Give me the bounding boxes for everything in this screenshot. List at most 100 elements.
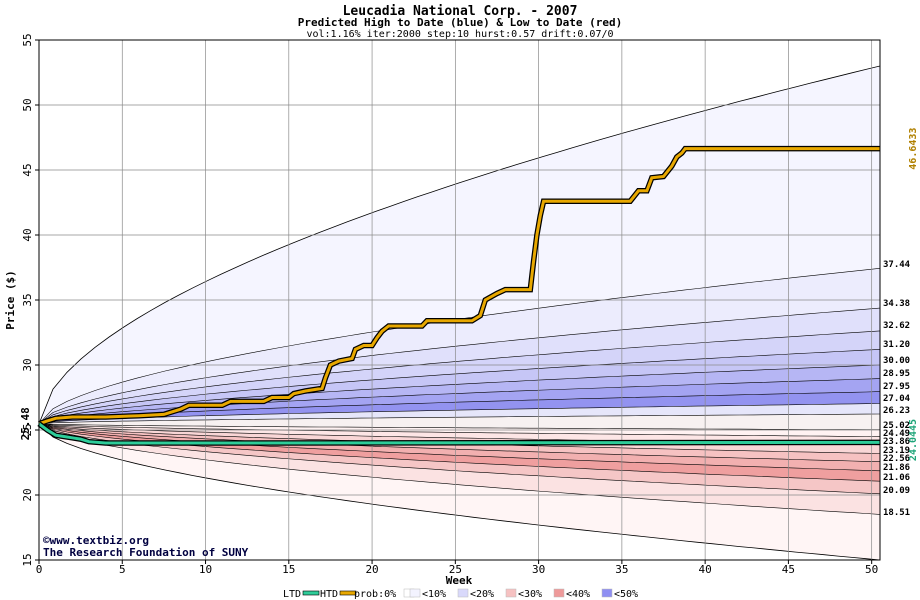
band-end-label: 18.51 bbox=[883, 508, 910, 518]
chart-subtitle: Predicted High to Date (blue) & Low to D… bbox=[298, 16, 623, 29]
band-boundary-1 bbox=[39, 65, 880, 424]
legend-label: LTD bbox=[283, 589, 301, 600]
low-band-4 bbox=[39, 423, 880, 462]
band-end-label: 34.38 bbox=[883, 299, 910, 309]
legend-label: <50% bbox=[614, 589, 638, 600]
y-tick-label: 30 bbox=[21, 358, 34, 371]
legend-item-p20: <20% bbox=[457, 588, 494, 600]
band-end-label: 26.23 bbox=[883, 406, 910, 416]
band-boundary-9 bbox=[39, 403, 880, 425]
band-boundary-20 bbox=[39, 423, 880, 560]
low-band-7 bbox=[39, 423, 880, 494]
band-boundary-12 bbox=[39, 423, 880, 437]
band-end-label: 27.95 bbox=[883, 382, 910, 392]
band-boundary-15 bbox=[39, 423, 880, 462]
legend: LTD HTD prob:0% <10% <20% <30% <40% <50% bbox=[283, 588, 638, 600]
y-tick-label: 40 bbox=[21, 228, 34, 241]
low-band-2 bbox=[39, 423, 880, 445]
band-boundary-3 bbox=[39, 307, 880, 425]
x-tick-label: 50 bbox=[865, 563, 878, 576]
band-end-label: 21.06 bbox=[883, 473, 910, 483]
ltd-final-label: 24.0445 bbox=[908, 419, 919, 461]
legend-item-p40: <40% bbox=[553, 588, 590, 600]
legend-swatch bbox=[302, 590, 320, 596]
high-band-5 bbox=[39, 349, 880, 424]
start-price-label: 25.48 bbox=[19, 407, 32, 440]
legend-label: HTD bbox=[320, 589, 338, 600]
band-end-label: 30.00 bbox=[883, 356, 910, 366]
high-band-2 bbox=[39, 268, 880, 424]
legend-swatch bbox=[339, 590, 357, 596]
high-band-1 bbox=[39, 66, 880, 424]
legend-swatch bbox=[553, 588, 565, 598]
band-end-label: 31.20 bbox=[883, 340, 910, 350]
credit-organization: The Research Foundation of SUNY bbox=[43, 546, 249, 559]
band-boundary-10 bbox=[39, 413, 880, 425]
band-boundary-11 bbox=[39, 423, 880, 430]
y-tick-label: 50 bbox=[21, 98, 34, 111]
legend-label: <40% bbox=[566, 589, 590, 600]
band-end-label: 32.62 bbox=[883, 321, 910, 331]
band-end-label: 20.09 bbox=[883, 486, 910, 496]
band-end-label: 24.49 bbox=[883, 429, 910, 439]
band-boundary-19 bbox=[39, 423, 880, 515]
legend-label: <30% bbox=[518, 589, 542, 600]
band-end-label: 22.56 bbox=[883, 454, 910, 464]
y-tick-label: 45 bbox=[21, 163, 34, 176]
plot-area: 0 5 10 15 20 25 30 35 40 45 50 15 20 25 30 35 40 45 50 55 25… bbox=[19, 33, 919, 576]
x-tick-label: 20 bbox=[365, 563, 378, 576]
legend-label: prob:0% bbox=[354, 589, 396, 600]
low-band-6 bbox=[39, 423, 880, 482]
x-tick-label: 45 bbox=[782, 563, 795, 576]
band-boundary-4 bbox=[39, 330, 880, 425]
legend-item-p50: <50% bbox=[601, 588, 638, 600]
band-end-label: 27.04 bbox=[883, 394, 911, 404]
legend-item-p30: <30% bbox=[505, 588, 542, 600]
y-tick-label: 55 bbox=[21, 33, 34, 46]
series-htd bbox=[38, 145, 880, 427]
legend-item-p10: <10% bbox=[409, 588, 446, 600]
band-end-label: 23.19 bbox=[883, 446, 910, 456]
legend-item-ltd: LTD bbox=[283, 589, 320, 600]
low-band-3 bbox=[39, 423, 880, 454]
x-tick-label: 35 bbox=[615, 563, 628, 576]
x-tick-label: 30 bbox=[532, 563, 545, 576]
high-band-4 bbox=[39, 330, 880, 424]
y-tick-label: 20 bbox=[21, 488, 34, 501]
high-band-7 bbox=[39, 378, 880, 424]
band-end-label: 21.86 bbox=[883, 463, 910, 473]
band-end-label: 37.44 bbox=[883, 260, 911, 270]
x-tick-label: 40 bbox=[699, 563, 712, 576]
y-tick-label: 15 bbox=[21, 553, 34, 566]
legend-swatch bbox=[409, 588, 421, 598]
low-band-9 bbox=[39, 423, 880, 560]
band-end-label: 28.95 bbox=[883, 369, 910, 379]
htd-final-label: 46.6433 bbox=[908, 128, 919, 170]
band-end-label: 25.02 bbox=[883, 421, 910, 431]
high-band-6 bbox=[39, 365, 880, 424]
legend-label: <20% bbox=[470, 589, 494, 600]
median-band bbox=[39, 414, 880, 430]
x-tick-label: 5 bbox=[119, 563, 126, 576]
low-band-5 bbox=[39, 423, 880, 471]
band-boundary-18 bbox=[39, 423, 880, 495]
x-axis-label: Week bbox=[446, 574, 473, 587]
y-tick-label: 35 bbox=[21, 293, 34, 306]
series-ltd bbox=[37, 421, 881, 446]
legend-swatch bbox=[601, 588, 613, 598]
chart-params: vol:1.16% iter:2000 step:10 hurst:0.57 d… bbox=[306, 29, 613, 40]
legend-item-p0: prob:0% bbox=[354, 588, 415, 600]
legend-label: <10% bbox=[422, 589, 446, 600]
series-ltd-line bbox=[38, 422, 881, 445]
y-axis-label: Price ($) bbox=[4, 270, 17, 330]
x-tick-label: 0 bbox=[36, 563, 43, 576]
high-band-9 bbox=[39, 403, 880, 424]
low-band-8 bbox=[39, 423, 880, 515]
credit-website: ©www.textbiz.org bbox=[43, 534, 149, 547]
band-boundary-5 bbox=[39, 349, 880, 425]
series-htd-line bbox=[38, 147, 880, 426]
high-band-8 bbox=[39, 391, 880, 424]
x-tick-label: 10 bbox=[199, 563, 212, 576]
legend-swatch bbox=[457, 588, 469, 598]
